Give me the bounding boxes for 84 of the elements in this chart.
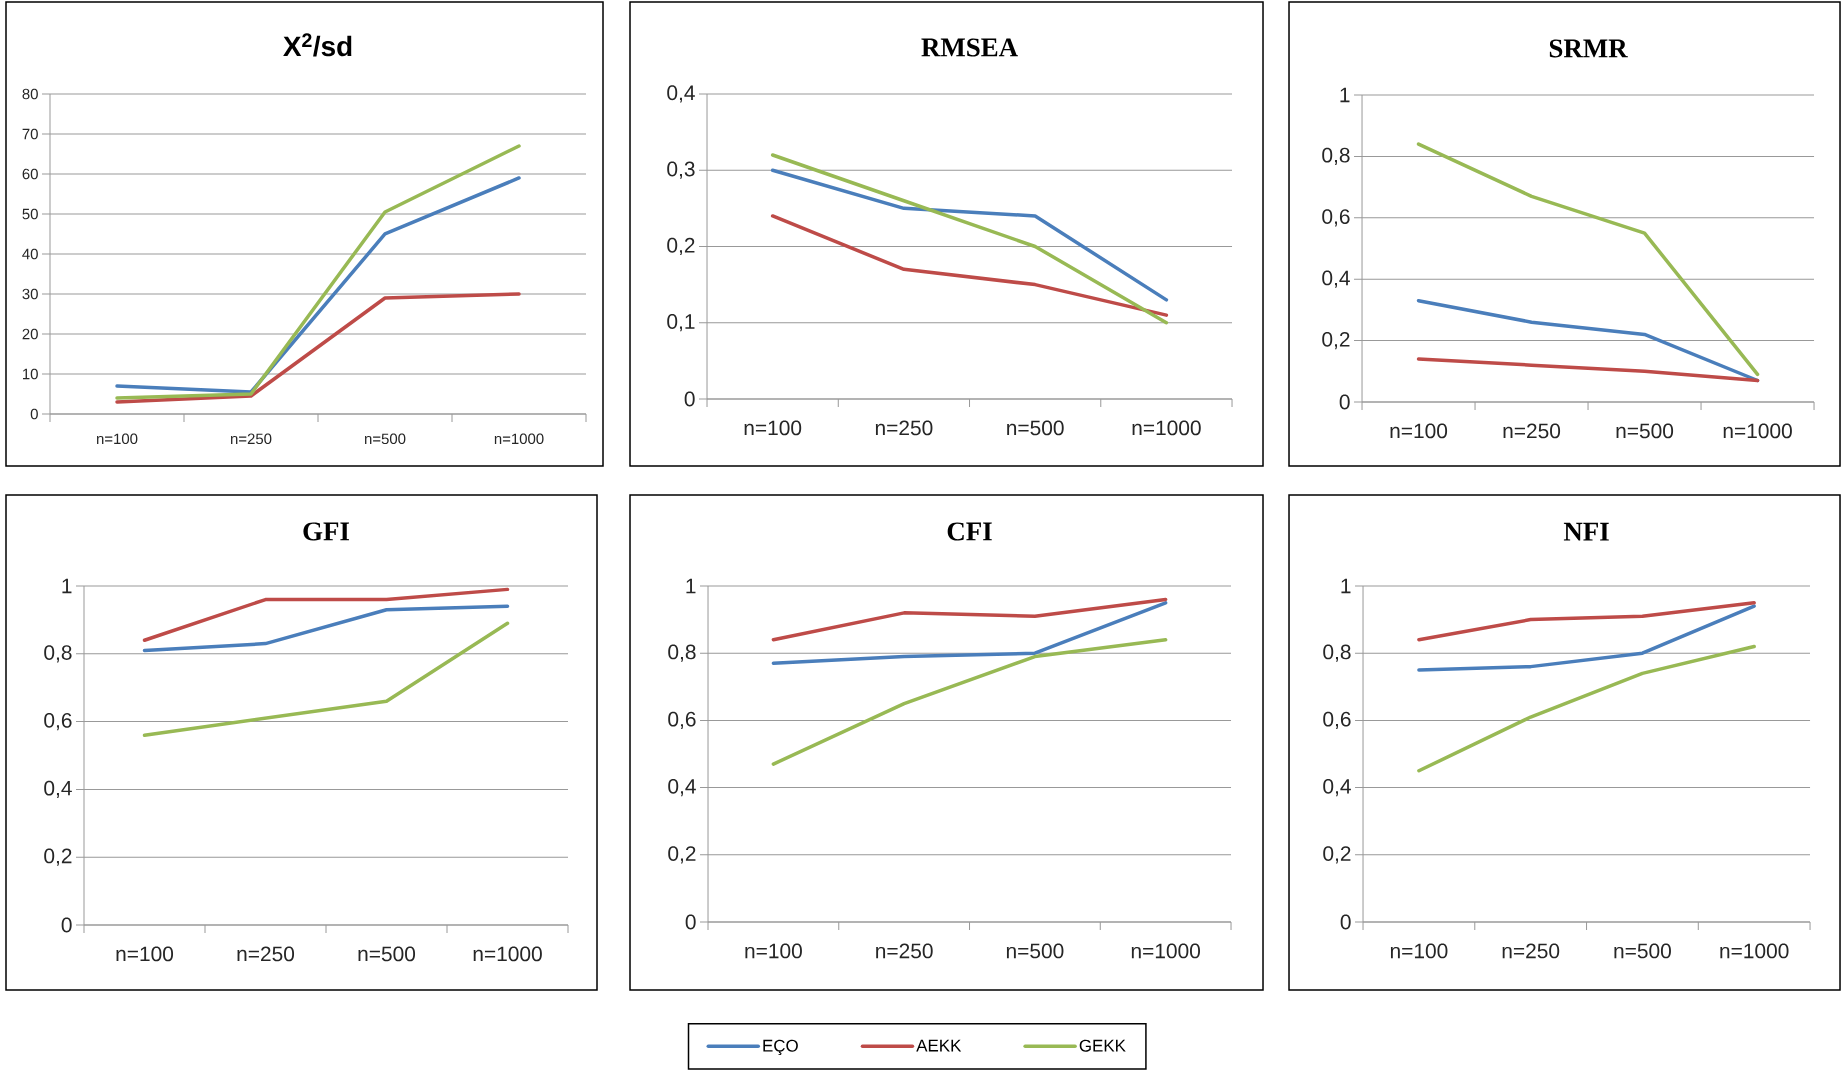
x-tick-label: n=250 [1502,943,1560,959]
y-tick-label: 0,4 [668,778,696,797]
y-tick-label: 1 [686,578,696,594]
y-tick-label: 40 [22,248,38,260]
line-series [771,597,1168,642]
x-tick-label: n=1000 [1132,420,1201,436]
y-tick-label: 0,4 [667,85,695,103]
chart-title: X$^{2}$/sd [283,33,352,57]
y-tick-label: 0,4 [44,780,72,799]
y-tick-label: 0,4 [1322,270,1350,288]
x-tick-label: n=100 [744,420,802,436]
x-tick-label: n=1000 [473,946,542,962]
y-tick-label: 0 [684,391,695,407]
y-tick-label: 0,8 [668,644,696,662]
x-tick-label: n=100 [1390,943,1448,959]
line-series [1416,357,1760,383]
y-tick-label: 0,2 [1322,331,1350,350]
y-tick-label: 0 [61,917,72,933]
y-tick-label: 0,2 [667,237,695,256]
x-tick-label: n=500 [358,946,416,962]
line-series [1417,601,1756,642]
x-tick-label: n=250 [237,946,295,962]
line-series [1416,142,1760,377]
legend-label: EÇO [763,1039,798,1056]
y-tick-label: 0,6 [1322,209,1350,227]
x-tick-label: n=500 [1616,423,1674,439]
y-tick-label: 0,6 [44,712,72,731]
x-tick-label: n=1000 [1720,943,1789,959]
legend-label: AEKK [916,1039,962,1052]
y-tick-label: 1 [1340,87,1350,103]
y-tick-label: 20 [22,328,38,340]
y-tick-label: 0,8 [1323,644,1351,662]
line-series [142,604,510,653]
y-tick-label: 0,4 [1323,778,1351,797]
y-tick-label: 1 [1341,578,1351,594]
x-tick-label: n=100 [1390,423,1448,439]
y-tick-label: 0 [685,914,696,930]
y-tick-label: 1 [62,578,72,594]
y-tick-label: 10 [23,368,38,380]
line-series [1417,604,1756,672]
x-tick-label: n=250 [876,943,933,959]
chart-title: SRMR [1549,39,1628,58]
x-tick-label: n=250 [231,433,272,445]
x-tick-label: n=500 [1614,943,1671,959]
x-tick-label: n=100 [97,433,138,445]
line-series [771,638,1168,766]
line-series [770,168,1169,302]
y-tick-label: 0 [30,408,38,420]
y-tick-label: 80 [22,88,38,100]
x-tick-label: n=250 [1503,423,1561,439]
x-tick-label: n=100 [745,943,802,959]
y-tick-label: 0,2 [668,846,696,864]
y-tick-label: 0,6 [1323,711,1351,730]
line-series [770,153,1169,325]
x-tick-label: n=500 [1006,943,1064,959]
y-tick-label: 0,2 [1323,846,1351,864]
x-tick-label: n=1000 [1723,423,1792,439]
y-tick-label: 0,8 [44,645,72,663]
chart-title: GFI [303,522,350,541]
y-tick-label: 0 [1339,394,1350,410]
x-tick-label: n=1000 [1131,943,1201,959]
line-series [115,292,521,404]
y-tick-label: 70 [22,128,38,140]
x-tick-label: n=100 [116,946,174,962]
chart-title: RMSEA [921,38,1018,57]
line-series [770,214,1169,317]
y-tick-label: 0,8 [1322,147,1350,166]
y-tick-label: 0 [1340,914,1351,930]
chart-title: NFI [1563,522,1609,541]
y-tick-label: 0,2 [44,848,72,866]
y-tick-label: 50 [22,208,38,220]
line-series [1417,644,1756,773]
y-tick-label: 0,1 [667,314,695,332]
y-tick-label: 0,6 [668,711,696,730]
y-tick-label: 0,3 [667,161,695,179]
x-tick-label: n=500 [1007,420,1064,436]
x-tick-label: n=250 [875,420,933,436]
y-tick-label: 30 [22,288,38,300]
line-series [771,601,1168,666]
x-tick-label: n=500 [365,433,406,445]
x-tick-label: n=1000 [494,433,544,445]
legend-label: GEKK [1079,1039,1126,1052]
chart-title: CFI [947,522,992,541]
y-tick-label: 60 [22,168,38,180]
